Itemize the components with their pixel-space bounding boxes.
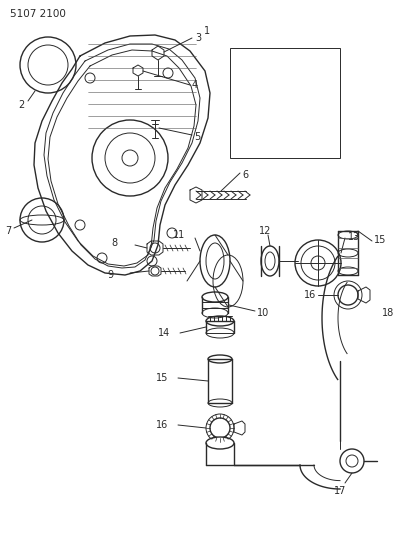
Text: 3: 3 (195, 33, 201, 43)
Text: 5: 5 (194, 132, 200, 142)
Text: 10: 10 (257, 308, 269, 318)
Text: 18: 18 (382, 308, 394, 318)
Ellipse shape (206, 437, 234, 449)
Text: 15: 15 (155, 373, 168, 383)
Text: 16: 16 (304, 290, 316, 300)
Ellipse shape (208, 399, 232, 407)
Text: 9: 9 (108, 270, 114, 280)
Text: 12: 12 (259, 226, 271, 236)
Text: 17: 17 (334, 486, 346, 496)
Text: 4: 4 (192, 80, 198, 90)
Ellipse shape (208, 355, 232, 363)
Text: 6: 6 (242, 170, 248, 180)
Text: 1: 1 (204, 26, 210, 36)
Text: 15: 15 (374, 235, 386, 245)
Text: 14: 14 (158, 328, 170, 338)
Text: 8: 8 (112, 238, 118, 248)
Text: 19: 19 (238, 141, 250, 151)
Text: 7: 7 (5, 226, 11, 236)
Text: 2: 2 (18, 100, 24, 110)
Text: 11: 11 (173, 230, 185, 240)
Text: 16: 16 (156, 420, 168, 430)
Text: 5107 2100: 5107 2100 (10, 9, 66, 19)
Text: 13: 13 (348, 232, 360, 242)
Bar (230, 48, 340, 158)
